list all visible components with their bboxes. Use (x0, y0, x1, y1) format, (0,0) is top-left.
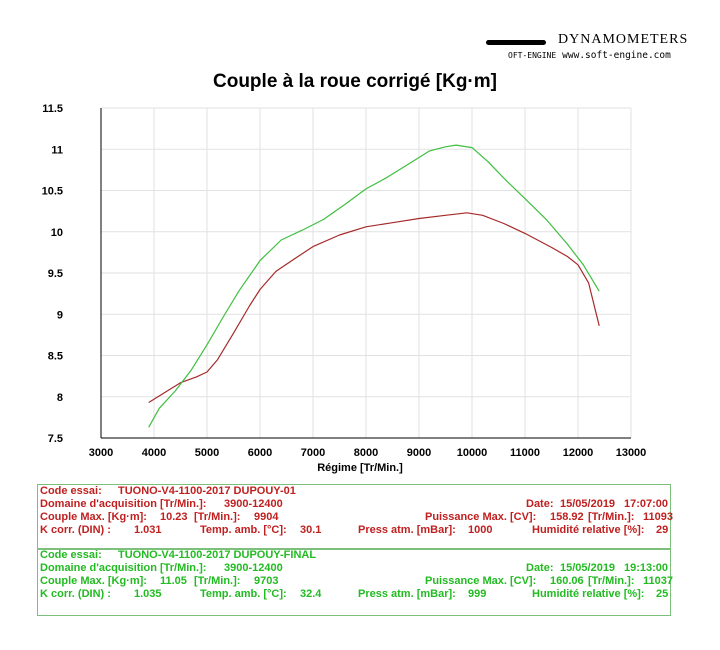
test1-puissance-label: Puissance Max. [CV]: (425, 511, 537, 523)
x-tick-label: 4000 (142, 447, 166, 459)
chart-title: Couple à la roue corrigé [Kg·m] (213, 71, 497, 92)
test2-date-value: 15/05/2019 (560, 562, 616, 574)
test1-couple-value: 10.23 (160, 511, 188, 523)
test2-press-label: Press atm. [mBar]: (358, 588, 456, 600)
y-tick-label: 11 (51, 144, 63, 156)
brand-name: DYNAMOMETERS (558, 32, 689, 47)
test2-kcorr-label: K corr. (DIN) : (40, 588, 111, 600)
test1-temp-value: 30.1 (300, 524, 322, 536)
y-tick-label: 10 (51, 227, 63, 239)
test2-couple-value: 11.05 (160, 575, 187, 587)
series-line-1 (148, 212, 600, 404)
y-tick-label: 10.5 (42, 186, 63, 198)
test1-date-value: 15/05/2019 (560, 498, 616, 510)
test2-puissance-rpm: 11037 (643, 575, 673, 587)
test1-couple-rpm: 9904 (254, 511, 279, 523)
test2-kcorr-value: 1.035 (134, 588, 162, 600)
test1-puissance-value: 158.92 (550, 511, 584, 523)
x-tick-label: 11000 (510, 447, 540, 459)
y-tick-label: 8.5 (48, 351, 63, 363)
y-tick-label: 9.5 (48, 268, 63, 280)
test1-time-value: 17:07:00 (624, 498, 669, 510)
series-line-2 (148, 144, 600, 428)
test-info-panel-1: Code essai: TUONO-V4-1100-2017 DUPOUY-01… (37, 484, 673, 550)
y-tick-label: 7.5 (48, 433, 63, 445)
test1-date-label: Date: (526, 498, 554, 510)
y-tick-label: 8 (57, 392, 63, 404)
x-tick-label: 12000 (563, 447, 594, 459)
test1-trmin-label: [Tr/Min.]: (194, 511, 241, 523)
test2-couple-rpm: 9703 (254, 575, 279, 587)
x-tick-label: 10000 (457, 447, 488, 459)
brand-website: www.soft-engine.com (562, 50, 671, 61)
x-tick-label: 6000 (248, 447, 272, 459)
test1-kcorr-label: K corr. (DIN) : (40, 524, 111, 536)
test2-temp-label: Temp. amb. [°C]: (200, 588, 287, 600)
test2-couple-label: Couple Max. [Kg·m]: (40, 575, 147, 587)
test2-puissance-value: 160.06 (550, 575, 584, 587)
x-tick-label: 8000 (354, 447, 378, 459)
test2-humidity-value: 25 (656, 588, 669, 600)
test1-humidity-value: 29 (656, 524, 669, 536)
test1-couple-label: Couple Max. [Kg·m]: (40, 511, 147, 523)
test2-domain-label: Domaine d'acquisition [Tr/Min.]: (40, 562, 207, 574)
brand-swoosh-icon (486, 40, 546, 45)
test-info-panel-2: Code essai: TUONO-V4-1100-2017 DUPOUY-FI… (37, 548, 673, 616)
test1-code-value: TUONO-V4-1100-2017 DUPOUY-01 (118, 485, 296, 497)
x-axis-label: Régime [Tr/Min.] (317, 462, 403, 474)
y-tick-label: 11.5 (42, 103, 63, 115)
test2-press-value: 999 (468, 588, 487, 600)
test1-kcorr-value: 1.031 (134, 524, 162, 536)
x-tick-label: 5000 (195, 447, 219, 459)
test2-puissance-trmin-label: [Tr/Min.]: (588, 575, 635, 587)
test1-press-label: Press atm. [mBar]: (358, 524, 456, 536)
x-tick-label: 13000 (616, 447, 647, 459)
test2-domain-value: 3900-12400 (224, 562, 283, 574)
x-tick-label: 9000 (407, 447, 431, 459)
test1-press-value: 1000 (468, 524, 493, 536)
test1-code-label: Code essai: (40, 485, 102, 497)
test2-humidity-label: Humidité relative [%]: (532, 588, 645, 600)
test1-puissance-trmin-label: [Tr/Min.]: (588, 511, 635, 523)
test1-domain-value: 3900-12400 (224, 498, 283, 510)
test2-code-label: Code essai: (40, 549, 102, 561)
test1-puissance-rpm: 11093 (643, 511, 673, 523)
test2-puissance-label: Puissance Max. [CV]: (425, 575, 537, 587)
brand-logo: DYNAMOMETERS OFT-ENGINE www.soft-engine.c… (486, 30, 706, 66)
test2-code-value: TUONO-V4-1100-2017 DUPOUY-FINAL (118, 549, 317, 561)
test2-temp-value: 32.4 (300, 588, 322, 600)
x-tick-label: 3000 (89, 447, 113, 459)
test2-trmin-label: [Tr/Min.]: (194, 575, 241, 587)
test1-humidity-label: Humidité relative [%]: (532, 524, 645, 536)
test1-temp-label: Temp. amb. [°C]: (200, 524, 287, 536)
brand-logo-text: OFT-ENGINE (508, 51, 557, 60)
test1-domain-label: Domaine d'acquisition [Tr/Min.]: (40, 498, 207, 510)
test2-time-value: 19:13:00 (624, 562, 669, 574)
y-tick-label: 9 (57, 309, 63, 321)
x-tick-label: 7000 (301, 447, 325, 459)
torque-chart: 3000 4000 5000 6000 7000 8000 9000 10000 11000 12… (42, 103, 647, 474)
brand-subline: OFT-ENGINE www.soft-engine.com (508, 50, 671, 61)
test2-date-label: Date: (526, 562, 554, 574)
